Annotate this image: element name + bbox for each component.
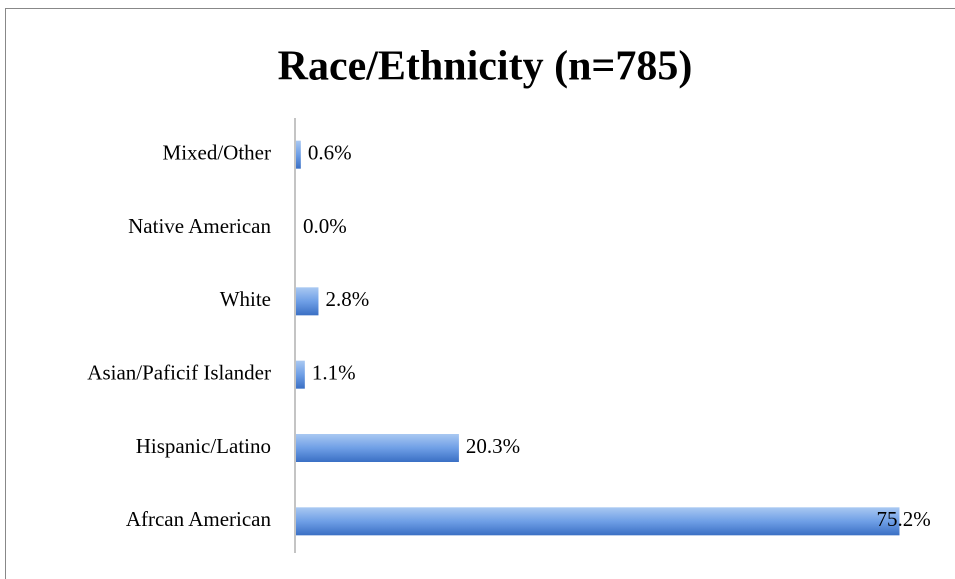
bar bbox=[296, 507, 900, 536]
y-tick-label: Native American bbox=[128, 214, 271, 238]
bar bbox=[296, 140, 301, 169]
y-tick-label: Asian/Paficif Islander bbox=[87, 360, 271, 384]
y-tick-label: Mixed/Other bbox=[163, 140, 271, 164]
chart-title: Race/Ethnicity (n=785) bbox=[278, 44, 693, 90]
data-label: 1.1% bbox=[312, 360, 356, 384]
bar bbox=[296, 360, 305, 389]
bar bbox=[296, 434, 459, 462]
data-label: 20.3% bbox=[466, 434, 520, 458]
data-label: 0.0% bbox=[303, 214, 347, 238]
bar bbox=[296, 287, 319, 316]
frame bbox=[5, 8, 955, 579]
y-tick-label: Afrcan American bbox=[126, 507, 272, 531]
data-label: 2.8% bbox=[325, 287, 369, 311]
y-tick-label: Hispanic/Latino bbox=[136, 434, 271, 458]
data-label: 0.6% bbox=[308, 140, 352, 164]
y-tick-label: White bbox=[220, 287, 271, 311]
data-label: 75.2% bbox=[876, 507, 930, 531]
